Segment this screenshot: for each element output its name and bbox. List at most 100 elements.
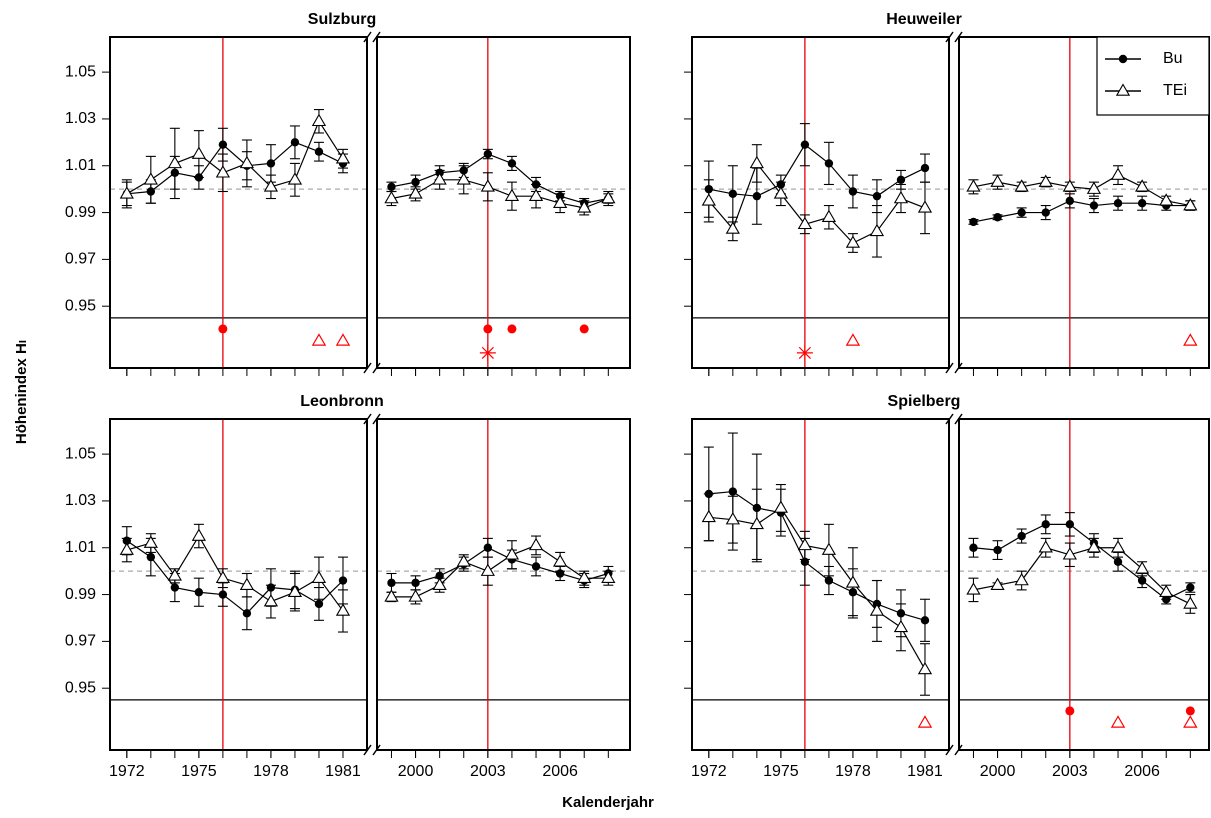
point [848, 187, 858, 196]
point [384, 589, 399, 602]
series-line [708, 143, 926, 197]
point [1017, 531, 1026, 541]
point [143, 535, 158, 548]
series-line [126, 540, 344, 615]
axis-break [945, 362, 954, 374]
point [845, 575, 861, 588]
point [170, 583, 180, 592]
point [1113, 557, 1123, 566]
legend-marker [1115, 83, 1131, 96]
x-tick-label: 2003 [1052, 763, 1088, 780]
point [335, 151, 351, 164]
plot-frame [958, 36, 1210, 369]
point [504, 188, 520, 201]
point [917, 200, 933, 213]
point [528, 537, 544, 551]
point [194, 588, 204, 597]
point [528, 188, 544, 201]
x-tick-label: 1972 [109, 763, 145, 780]
point [896, 175, 906, 184]
series-line [391, 179, 609, 209]
plot-frame [376, 418, 631, 751]
x-tick-label: 1972 [691, 763, 727, 780]
y-tick-label: 1.05 [65, 445, 96, 462]
point [411, 578, 420, 588]
point [872, 191, 882, 201]
point [773, 186, 788, 199]
point [990, 174, 1005, 187]
point [966, 179, 981, 192]
point [239, 577, 255, 590]
axis-break [954, 31, 963, 43]
panel-title: Heuweiler [886, 11, 962, 28]
series-line [973, 174, 1191, 207]
signal-star [479, 344, 496, 361]
axis-break [363, 744, 372, 756]
plot-frame [109, 36, 368, 369]
series-line [708, 490, 926, 621]
point [287, 172, 303, 185]
series-line [126, 534, 344, 612]
axis-break [954, 362, 963, 374]
x-axis-label: Kalenderjahr [562, 794, 654, 811]
y-tick-label: 0.95 [65, 679, 96, 696]
plot-frame [376, 36, 631, 369]
point [218, 140, 228, 149]
point [408, 589, 423, 602]
point [728, 487, 738, 496]
axis-break [945, 31, 954, 43]
series-line [973, 547, 1191, 605]
point [483, 149, 493, 159]
point [920, 163, 930, 173]
axis-break [363, 362, 372, 374]
point [311, 570, 327, 583]
series-line [391, 547, 609, 584]
point [432, 172, 447, 185]
legend-box [1096, 36, 1210, 116]
point [456, 554, 471, 567]
point [821, 209, 837, 223]
point [577, 570, 592, 583]
y-tick-label: 0.97 [65, 251, 96, 268]
axis-break [954, 413, 963, 425]
x-tick-label: 2003 [470, 763, 506, 780]
point [1038, 174, 1053, 187]
x-tick-label: 1978 [253, 763, 289, 780]
point [752, 191, 762, 201]
series-line [973, 200, 1191, 223]
point [408, 186, 423, 199]
point [552, 195, 568, 208]
point [577, 200, 592, 213]
point [1065, 196, 1075, 206]
x-tick-label: 2000 [980, 763, 1016, 780]
point [869, 603, 885, 616]
point [1062, 547, 1077, 560]
series-line [708, 507, 926, 670]
axis-break [372, 744, 381, 756]
point [167, 568, 182, 581]
series-line [126, 119, 344, 195]
point [311, 113, 327, 127]
legend-marker [1118, 54, 1128, 64]
series-line [391, 544, 609, 598]
x-tick-label: 1981 [325, 763, 361, 780]
point [1183, 596, 1198, 609]
y-tick-label: 0.99 [65, 204, 96, 221]
axis-break [954, 744, 963, 756]
y-tick-label: 1.01 [65, 157, 96, 174]
point [552, 554, 568, 567]
point [387, 578, 396, 588]
point [1062, 179, 1077, 192]
y-tick-label: 1.05 [65, 63, 96, 80]
series-line [973, 523, 1191, 600]
point [218, 590, 228, 599]
point [480, 563, 495, 576]
point [432, 577, 447, 590]
point [993, 213, 1002, 222]
point [387, 182, 396, 192]
point [191, 146, 206, 159]
point [1110, 540, 1126, 553]
point [728, 189, 738, 199]
panel-title: Spielberg [888, 393, 961, 410]
